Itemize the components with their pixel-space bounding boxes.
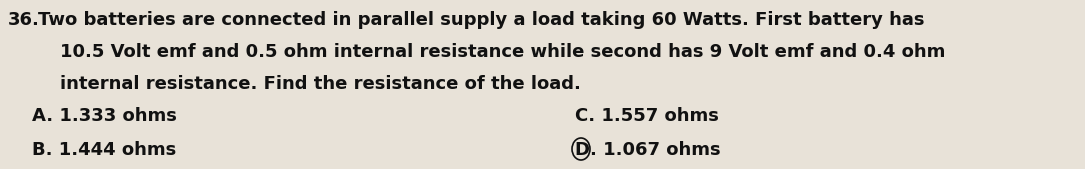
Text: Two batteries are connected in parallel supply a load taking 60 Watts. First bat: Two batteries are connected in parallel …	[38, 11, 924, 29]
Text: 36.: 36.	[8, 11, 40, 29]
Text: C. 1.557 ohms: C. 1.557 ohms	[575, 107, 719, 125]
Text: D. 1.067 ohms: D. 1.067 ohms	[575, 141, 720, 159]
Text: 10.5 Volt emf and 0.5 ohm internal resistance while second has 9 Volt emf and 0.: 10.5 Volt emf and 0.5 ohm internal resis…	[60, 43, 945, 61]
Text: internal resistance. Find the resistance of the load.: internal resistance. Find the resistance…	[60, 75, 580, 93]
Text: B. 1.444 ohms: B. 1.444 ohms	[31, 141, 176, 159]
Text: A. 1.333 ohms: A. 1.333 ohms	[31, 107, 177, 125]
